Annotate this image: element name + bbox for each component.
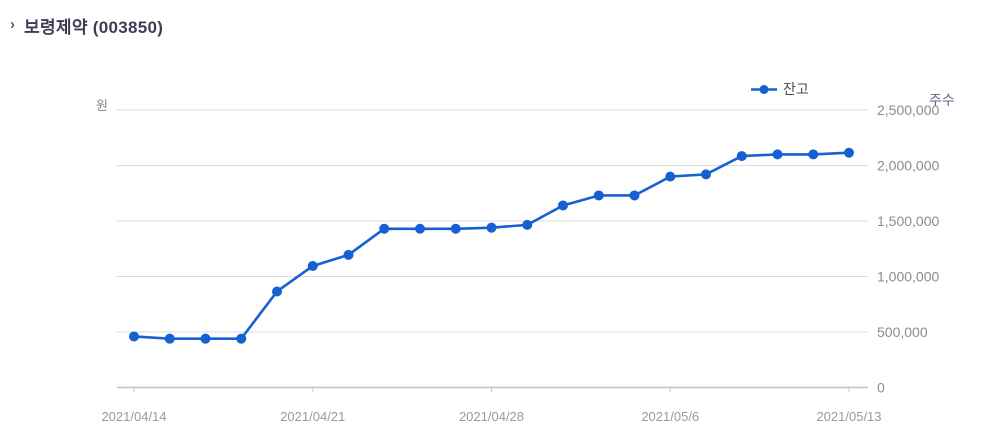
x-axis-tick-label: 2021/05/13	[816, 409, 881, 424]
y-axis-tick-label: 0	[877, 380, 885, 396]
data-point-marker	[415, 223, 425, 234]
right-axis-unit-label: 주수	[929, 92, 955, 108]
data-point-marker	[844, 147, 854, 158]
stock-title: 보령제약 (003850)	[24, 18, 164, 37]
data-point-marker	[450, 223, 461, 234]
x-axis-tick-label: 2021/05/6	[641, 409, 699, 424]
x-axis-tick-label: 2021/04/21	[280, 409, 345, 424]
balance-series-line	[132, 151, 851, 340]
data-point-marker	[236, 333, 247, 344]
data-point-marker	[522, 219, 533, 230]
data-point-marker	[558, 200, 568, 211]
y-axis-tick-label: 2,500,000	[877, 102, 939, 118]
page-title: › 보령제약 (003850)	[10, 13, 163, 38]
legend-line-marker-icon	[751, 84, 777, 94]
legend-dot	[759, 84, 769, 94]
data-point-marker	[808, 149, 819, 160]
y-axis-tick-label: 500,000	[877, 324, 928, 340]
data-point-marker	[593, 190, 604, 201]
left-axis-unit-label: 원	[96, 98, 108, 113]
x-axis-tick-label: 2021/04/14	[101, 409, 166, 424]
y-axis-tick-label: 1,000,000	[877, 269, 939, 285]
data-point-marker	[629, 190, 640, 201]
data-point-marker	[665, 171, 676, 182]
data-point-marker	[129, 331, 139, 342]
data-point-marker	[200, 333, 211, 344]
data-point-marker	[736, 151, 747, 162]
chart-legend: 잔고	[751, 79, 809, 99]
y-axis-tick-label: 1,500,000	[877, 213, 939, 229]
x-axis-tick-label: 2021/04/28	[459, 409, 524, 424]
data-point-marker	[379, 223, 390, 234]
data-point-marker	[343, 249, 354, 260]
data-point-marker	[701, 169, 711, 180]
y-axis-tick-label: 2,000,000	[877, 158, 939, 174]
data-point-marker	[772, 149, 783, 160]
chevron-right-icon: ›	[10, 16, 15, 33]
data-point-marker	[486, 222, 497, 233]
data-point-marker	[307, 260, 318, 271]
legend-series-label: 잔고	[783, 81, 809, 97]
data-point-marker	[164, 333, 175, 344]
data-point-marker	[272, 286, 282, 297]
